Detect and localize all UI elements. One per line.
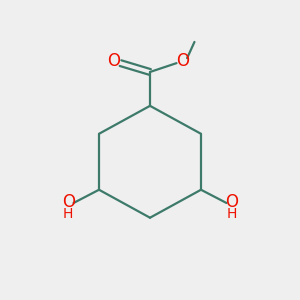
Text: O: O xyxy=(108,52,121,70)
Text: O: O xyxy=(62,193,75,211)
Text: O: O xyxy=(225,193,238,211)
Text: H: H xyxy=(226,207,237,220)
Text: O: O xyxy=(176,52,190,70)
Text: H: H xyxy=(63,207,74,220)
